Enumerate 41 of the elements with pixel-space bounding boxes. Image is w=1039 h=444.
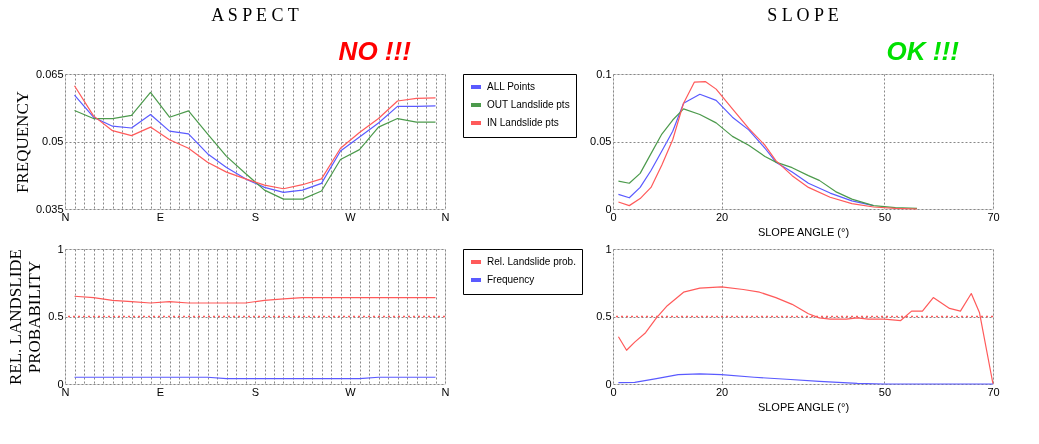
line-series [73, 295, 437, 304]
y-axis-title: REL. LANDSLIDE PROBABILITY [6, 249, 45, 385]
x-tick-label: 70 [987, 385, 1000, 398]
text: OK !!! [886, 36, 960, 66]
y-tick-label: 0.1 [596, 67, 612, 80]
x-tick-label: N [441, 385, 450, 398]
y-tick-label: 0 [605, 202, 612, 215]
chart-title: A S P E C T [211, 5, 299, 25]
x-axis-title: SLOPE ANGLE (°) [757, 225, 850, 238]
x-tick-label: N [441, 210, 450, 223]
y-axis-title: FREQUENCY [12, 90, 32, 194]
line-series [617, 286, 994, 385]
y-tick-label: 0.05 [42, 135, 64, 147]
line-series [617, 80, 918, 210]
text: NO !!! [338, 36, 412, 66]
legend-label: OUT Landslide pts [487, 99, 570, 110]
y-tick-label: 0.065 [35, 67, 64, 80]
y-tick-label: 1 [57, 242, 64, 255]
x-tick-label: E [156, 210, 165, 223]
x-tick-label: S [251, 385, 260, 398]
x-tick-label: 70 [987, 210, 1000, 223]
x-tick-label: E [156, 385, 165, 398]
legend-label: Rel. Landslide prob. [487, 256, 576, 267]
legend-label: IN Landslide pts [487, 117, 559, 128]
y-tick-label: 0 [605, 377, 612, 390]
x-tick-label: W [345, 210, 357, 223]
x-axis-title: SLOPE ANGLE (°) [757, 400, 850, 413]
x-tick-label: 50 [878, 210, 892, 223]
y-tick-label: 0.05 [590, 135, 612, 147]
legend-label: ALL Points [487, 81, 535, 92]
x-tick-label: S [251, 210, 260, 223]
x-tick-label: W [345, 385, 357, 398]
legend-label: Frequency [487, 274, 535, 285]
line-series [617, 373, 994, 385]
y-tick-label: 1 [605, 242, 612, 255]
x-tick-label: 50 [878, 385, 892, 398]
x-tick-label: 20 [715, 385, 729, 398]
x-tick-label: 20 [715, 210, 729, 223]
chart-title: S L O P E [767, 5, 839, 25]
y-tick-label: 0.5 [48, 310, 64, 322]
y-tick-label: 0.5 [596, 310, 612, 322]
